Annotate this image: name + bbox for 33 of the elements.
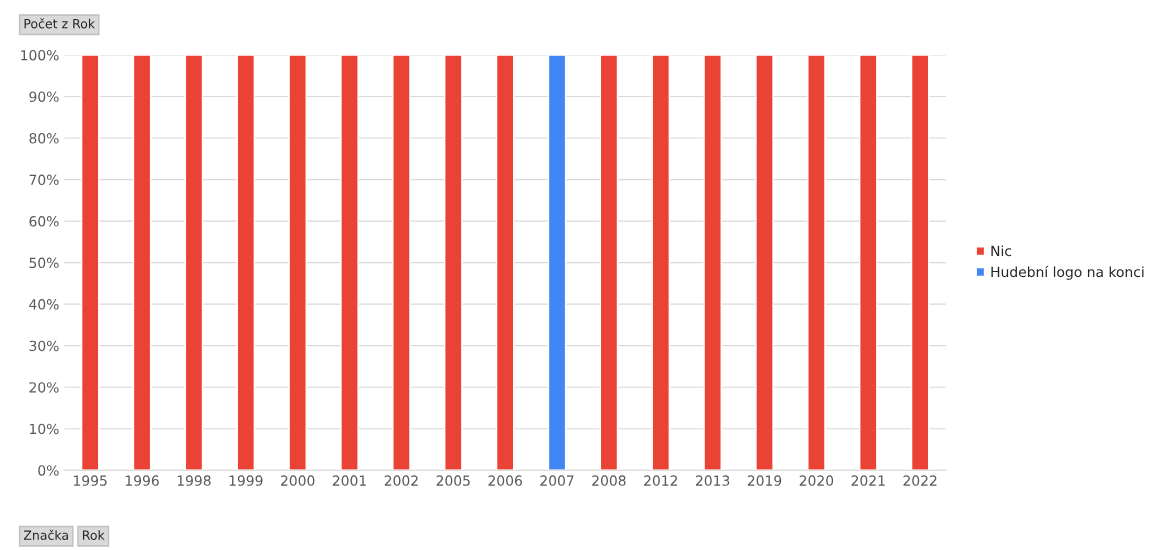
y-tick-label: 70% <box>29 174 59 186</box>
y-tick-label: 80% <box>29 133 59 144</box>
legend-label: Nic <box>991 245 1012 257</box>
legend-label: Hudební logo na konci <box>991 265 1144 280</box>
y-tick-label: 50% <box>29 257 59 269</box>
x-tick-label: 2000 <box>281 475 315 486</box>
chart-title: Počet z Rok <box>24 18 96 29</box>
y-tick-label: 40% <box>29 299 59 310</box>
y-tick-label: 60% <box>29 216 59 227</box>
x-tick-label: 2013 <box>696 475 730 486</box>
y-tick-label: 100% <box>21 49 59 61</box>
x-tick-label: 1995 <box>74 475 107 486</box>
x-tick-label: 2019 <box>747 475 782 486</box>
x-tick-label: 1996 <box>125 475 159 486</box>
y-tick-label: 10% <box>30 423 59 435</box>
text: Značka <box>23 529 68 540</box>
text: Rok <box>82 530 105 540</box>
y-tick-label: 90% <box>29 91 59 102</box>
x-tick-label: 2022 <box>903 475 937 486</box>
x-tick-label: 2012 <box>644 475 678 486</box>
y-tick-label: 30% <box>29 340 59 352</box>
x-tick-label: 1999 <box>229 475 263 486</box>
x-tick-label: 2002 <box>384 475 418 486</box>
x-tick-label: 2005 <box>436 475 470 486</box>
x-tick-label: 2001 <box>332 475 366 486</box>
x-tick-label: 2021 <box>851 475 885 486</box>
y-tick-label: 20% <box>29 382 59 393</box>
x-tick-label: 2020 <box>799 475 834 486</box>
x-tick-label: 2007 <box>540 475 574 486</box>
y-tick-label: 0% <box>38 465 59 476</box>
x-tick-label: 2008 <box>592 475 626 486</box>
x-tick-label: 1998 <box>177 475 211 486</box>
x-tick-label: 2006 <box>488 475 522 486</box>
